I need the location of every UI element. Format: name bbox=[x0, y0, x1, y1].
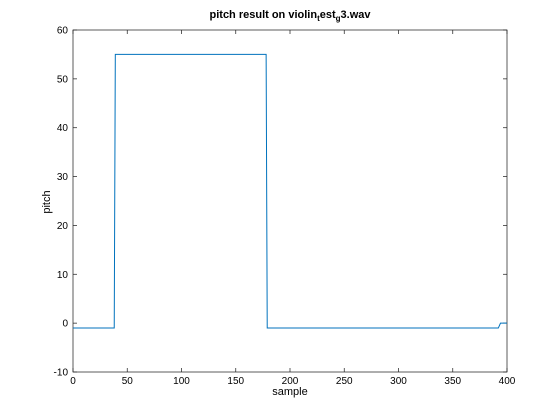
axes-box bbox=[72, 29, 508, 373]
series-layer bbox=[73, 53, 507, 329]
title-subscript: t bbox=[317, 14, 320, 23]
title-segment: pitch result on violin bbox=[210, 9, 318, 21]
y-tick-label: 0 bbox=[62, 319, 68, 330]
x-tick-label: 150 bbox=[227, 376, 244, 387]
x-tick-label: 200 bbox=[282, 376, 299, 387]
series-line bbox=[73, 53, 507, 329]
y-tick-label: 20 bbox=[57, 221, 69, 232]
y-tick-label: -10 bbox=[54, 368, 69, 379]
x-tick-label: 0 bbox=[70, 376, 76, 387]
chart-title: pitch result on violintestg3.wav bbox=[210, 9, 372, 23]
x-tick-label: 250 bbox=[336, 376, 353, 387]
y-tick-label: 10 bbox=[57, 270, 69, 281]
y-tick-label: 30 bbox=[57, 172, 69, 183]
y-tick-label: 50 bbox=[57, 74, 69, 85]
x-axis-label: sample bbox=[272, 386, 307, 398]
title-subscript: g bbox=[336, 14, 341, 23]
y-axis-label: pitch bbox=[41, 190, 53, 213]
title-segment: est bbox=[320, 9, 336, 21]
x-tick-label: 400 bbox=[499, 376, 516, 387]
title-segment: 3.wav bbox=[341, 9, 372, 21]
plot-area bbox=[72, 29, 508, 373]
x-tick-label: 300 bbox=[390, 376, 407, 387]
x-tick-label: 350 bbox=[444, 376, 461, 387]
y-tick-label: 40 bbox=[57, 123, 69, 134]
x-tick-label: 100 bbox=[173, 376, 190, 387]
x-tick-label: 50 bbox=[122, 376, 134, 387]
y-tick-label: 60 bbox=[57, 26, 69, 37]
